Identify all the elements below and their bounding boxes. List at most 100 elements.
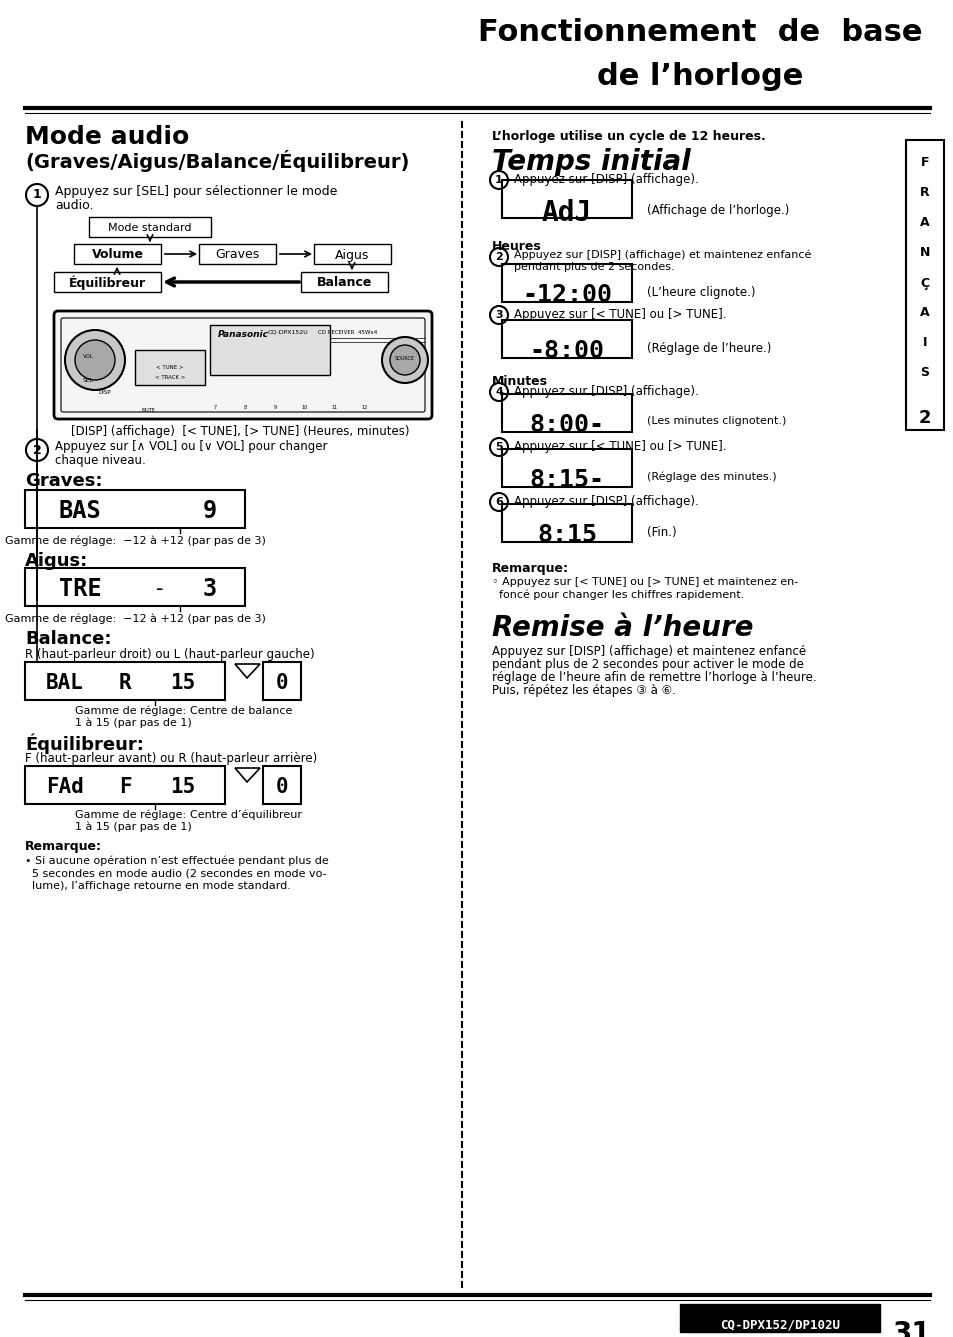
Text: < TRACK >: < TRACK > bbox=[154, 374, 185, 380]
Bar bbox=[25, 662, 225, 701]
Text: 7: 7 bbox=[213, 405, 216, 410]
Text: Volume: Volume bbox=[91, 249, 143, 262]
Text: réglage de l’heure afin de remettre l’horloge à l’heure.: réglage de l’heure afin de remettre l’ho… bbox=[492, 671, 816, 685]
Text: -: - bbox=[156, 579, 164, 599]
Text: Appuyez sur [∧ VOL] ou [∨ VOL] pour changer: Appuyez sur [∧ VOL] ou [∨ VOL] pour chan… bbox=[55, 440, 327, 453]
Text: Appuyez sur [DISP] (affichage) et maintenez enfancé: Appuyez sur [DISP] (affichage) et mainte… bbox=[514, 250, 810, 261]
Text: CQ-DPX152U: CQ-DPX152U bbox=[268, 330, 309, 336]
Text: (L’heure clignote.): (L’heure clignote.) bbox=[646, 286, 755, 299]
Text: A: A bbox=[920, 306, 929, 320]
Text: 8:15-: 8:15- bbox=[529, 468, 604, 492]
Bar bbox=[679, 1304, 879, 1332]
FancyBboxPatch shape bbox=[301, 271, 388, 291]
Text: < TUNE >: < TUNE > bbox=[156, 365, 184, 370]
Text: 5 secondes en mode audio (2 secondes en mode vo-: 5 secondes en mode audio (2 secondes en … bbox=[25, 868, 326, 878]
FancyBboxPatch shape bbox=[89, 217, 211, 237]
Text: 2: 2 bbox=[495, 251, 502, 262]
Text: 9: 9 bbox=[203, 499, 217, 523]
Text: Appuyez sur [DISP] (affichage).: Appuyez sur [DISP] (affichage). bbox=[514, 172, 698, 186]
Bar bbox=[263, 662, 301, 701]
Text: Appuyez sur [DISP] (affichage) et maintenez enfancé: Appuyez sur [DISP] (affichage) et mainte… bbox=[492, 644, 805, 658]
Circle shape bbox=[75, 340, 115, 380]
Text: SOURCE: SOURCE bbox=[395, 356, 415, 361]
Text: N: N bbox=[919, 246, 929, 259]
Text: lume), l’affichage retourne en mode standard.: lume), l’affichage retourne en mode stan… bbox=[25, 881, 291, 890]
FancyBboxPatch shape bbox=[54, 312, 432, 418]
Text: FAd: FAd bbox=[46, 777, 84, 797]
Bar bbox=[263, 766, 301, 804]
Text: de l’horloge: de l’horloge bbox=[597, 62, 802, 91]
Text: CQ-DPX152/DP102U: CQ-DPX152/DP102U bbox=[720, 1318, 840, 1332]
Text: DISP: DISP bbox=[98, 390, 112, 394]
Text: Puis, répétez les étapes ③ à ⑥.: Puis, répétez les étapes ③ à ⑥. bbox=[492, 685, 675, 697]
Text: Centre d’équilibreur: Centre d’équilibreur bbox=[190, 810, 302, 821]
Text: Remarque:: Remarque: bbox=[25, 840, 102, 853]
Text: Appuyez sur [< TUNE] ou [> TUNE].: Appuyez sur [< TUNE] ou [> TUNE]. bbox=[514, 440, 726, 453]
Bar bbox=[25, 489, 245, 528]
Text: TRE: TRE bbox=[58, 578, 101, 602]
Text: Gamme de réglage:  −12 à +12 (par pas de 3): Gamme de réglage: −12 à +12 (par pas de … bbox=[5, 612, 265, 623]
Text: Appuyez sur [DISP] (affichage).: Appuyez sur [DISP] (affichage). bbox=[514, 385, 698, 398]
Text: 1: 1 bbox=[32, 189, 41, 202]
Text: SEL: SEL bbox=[82, 378, 93, 382]
Circle shape bbox=[390, 345, 419, 374]
Text: Mode standard: Mode standard bbox=[108, 223, 192, 233]
Bar bbox=[501, 449, 631, 487]
FancyBboxPatch shape bbox=[54, 271, 161, 291]
Bar bbox=[210, 325, 330, 374]
Text: 4: 4 bbox=[495, 386, 502, 397]
Text: 3: 3 bbox=[203, 578, 217, 602]
Bar bbox=[25, 568, 245, 606]
Text: AdJ: AdJ bbox=[541, 199, 592, 227]
Text: Heures: Heures bbox=[492, 241, 541, 253]
Text: • Si aucune opération n’est effectuée pendant plus de: • Si aucune opération n’est effectuée pe… bbox=[25, 854, 329, 865]
Bar bbox=[501, 504, 631, 541]
Text: pendant plus de 2 secondes pour activer le mode de: pendant plus de 2 secondes pour activer … bbox=[492, 658, 803, 671]
Text: 3: 3 bbox=[495, 310, 502, 320]
Text: Minutes: Minutes bbox=[492, 374, 547, 388]
Text: 8:15: 8:15 bbox=[537, 523, 597, 547]
Text: CD RECEIVER  45Wx4: CD RECEIVER 45Wx4 bbox=[317, 330, 376, 336]
Text: I: I bbox=[922, 337, 926, 349]
Text: Fonctionnement  de  base: Fonctionnement de base bbox=[477, 17, 922, 47]
Text: (Réglage des minutes.): (Réglage des minutes.) bbox=[646, 471, 776, 481]
Text: Temps initial: Temps initial bbox=[492, 148, 690, 176]
Text: Centre de balance: Centre de balance bbox=[190, 706, 292, 717]
Text: audio.: audio. bbox=[55, 199, 93, 213]
Text: 6: 6 bbox=[495, 497, 502, 507]
Text: Remise à l’heure: Remise à l’heure bbox=[492, 614, 753, 642]
Text: 12: 12 bbox=[361, 405, 368, 410]
Bar bbox=[501, 263, 631, 302]
Text: Appuyez sur [< TUNE] ou [> TUNE].: Appuyez sur [< TUNE] ou [> TUNE]. bbox=[514, 308, 726, 321]
Circle shape bbox=[65, 330, 125, 390]
FancyBboxPatch shape bbox=[199, 243, 275, 263]
Text: ◦ Appuyez sur [< TUNE] ou [> TUNE] et maintenez en-: ◦ Appuyez sur [< TUNE] ou [> TUNE] et ma… bbox=[492, 578, 798, 587]
Text: 1 à 15 (par pas de 1): 1 à 15 (par pas de 1) bbox=[75, 718, 192, 729]
Bar bbox=[501, 394, 631, 432]
Text: F: F bbox=[920, 156, 928, 170]
Text: R: R bbox=[920, 186, 929, 199]
Text: 1 à 15 (par pas de 1): 1 à 15 (par pas de 1) bbox=[75, 822, 192, 833]
Text: Gamme de réglage:: Gamme de réglage: bbox=[75, 810, 186, 821]
Text: Mode audio: Mode audio bbox=[25, 124, 189, 148]
Text: Équilibreur: Équilibreur bbox=[69, 275, 146, 290]
FancyBboxPatch shape bbox=[314, 243, 391, 263]
Text: Graves: Graves bbox=[215, 249, 259, 262]
Text: Appuyez sur [SEL] pour sélectionner le mode: Appuyez sur [SEL] pour sélectionner le m… bbox=[55, 185, 337, 198]
Text: 15: 15 bbox=[171, 777, 195, 797]
Text: [DISP] (affichage)  [< TUNE], [> TUNE] (Heures, minutes): [DISP] (affichage) [< TUNE], [> TUNE] (H… bbox=[71, 425, 409, 439]
Text: -12:00: -12:00 bbox=[521, 283, 612, 308]
Text: 0: 0 bbox=[275, 777, 288, 797]
Text: Remarque:: Remarque: bbox=[492, 562, 568, 575]
Text: 2: 2 bbox=[918, 409, 930, 427]
Text: Balance:: Balance: bbox=[25, 630, 112, 648]
Text: 31: 31 bbox=[892, 1320, 930, 1337]
Text: (Graves/Aigus/Balance/Équilibreur): (Graves/Aigus/Balance/Équilibreur) bbox=[25, 150, 409, 172]
Text: 0: 0 bbox=[275, 673, 288, 693]
Bar bbox=[135, 350, 205, 385]
Text: Graves:: Graves: bbox=[25, 472, 102, 489]
Text: Ç: Ç bbox=[920, 277, 928, 290]
Bar bbox=[25, 766, 225, 804]
Text: 1: 1 bbox=[495, 175, 502, 185]
Text: Panasonic: Panasonic bbox=[218, 330, 269, 340]
